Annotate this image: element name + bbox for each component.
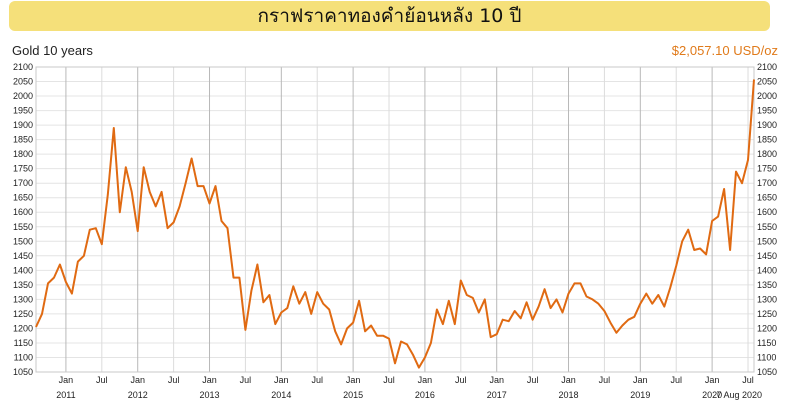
y-tick-label-right: 1850 (757, 135, 777, 145)
x-axis: Jan Jul Jan Jul Jan Jul Jan Jul Jan Jul Jan Jul Jan J… (56, 375, 762, 400)
x-year-label: 2013 (200, 390, 220, 400)
y-tick-label-right: 1050 (757, 367, 777, 377)
y-tick-label-right: 1350 (757, 280, 777, 290)
x-month-label: Jan (489, 375, 504, 385)
y-tick-label-left: 1850 (13, 135, 33, 145)
y-tick-label-right: 1400 (757, 265, 777, 275)
y-tick-label-right: 1750 (757, 164, 777, 174)
y-tick-label-left: 1750 (13, 164, 33, 174)
x-year-label: 2016 (415, 390, 435, 400)
y-tick-label-left: 2100 (13, 62, 33, 72)
x-month-label: Jul (383, 375, 395, 385)
x-month-label: Jul (742, 375, 754, 385)
title-banner: กราฟราคาทองคำย้อนหลัง 10 ปี (9, 1, 770, 31)
x-month-label: Jan (59, 375, 74, 385)
y-tick-label-left: 2000 (13, 91, 33, 101)
y-tick-label-left: 1900 (13, 120, 33, 130)
y-tick-label-right: 1450 (757, 251, 777, 261)
y-tick-label-right: 1300 (757, 294, 777, 304)
x-month-label: Jan (346, 375, 361, 385)
y-tick-label-left: 1800 (13, 149, 33, 159)
y-tick-label-right: 1950 (757, 106, 777, 116)
plot-frame (35, 66, 755, 373)
y-tick-label-left: 1650 (13, 193, 33, 203)
x-year-label: 2018 (559, 390, 579, 400)
y-tick-label-left: 1700 (13, 178, 33, 188)
x-month-label: Jul (311, 375, 323, 385)
y-tick-label-right: 1900 (757, 120, 777, 130)
y-tick-label-left: 1950 (13, 106, 33, 116)
y-tick-label-right: 2050 (757, 77, 777, 87)
y-tick-label-right: 2000 (757, 91, 777, 101)
x-month-label: Jan (202, 375, 217, 385)
banner-title: กราฟราคาทองคำย้อนหลัง 10 ปี (257, 5, 522, 27)
y-tick-label-right: 1150 (757, 338, 776, 348)
y-tick-label-left: 1200 (13, 323, 33, 333)
y-tick-label-left: 1400 (13, 265, 33, 275)
x-month-label: Jan (130, 375, 145, 385)
y-axis-right: 1050 1100 1150 1200 1250 1300 1350 1400 1450 1500… (757, 62, 777, 377)
x-year-label: 2020 (702, 390, 722, 400)
x-month-label: Jan (705, 375, 720, 385)
y-tick-label-right: 1550 (757, 222, 777, 232)
x-month-label: Jan (418, 375, 433, 385)
y-tick-label-right: 1650 (757, 193, 777, 203)
y-tick-label-left: 1600 (13, 207, 33, 217)
x-month-label: Jul (168, 375, 180, 385)
y-tick-label-right: 1500 (757, 236, 777, 246)
gold-price-line (35, 79, 755, 369)
x-month-label: Jan (633, 375, 648, 385)
x-year-label: 2019 (630, 390, 650, 400)
x-month-label: Jul (96, 375, 108, 385)
y-tick-label-right: 1800 (757, 149, 777, 159)
y-tick-label-left: 1550 (13, 222, 33, 232)
x-month-label: Jul (455, 375, 467, 385)
x-month-label: Jul (527, 375, 539, 385)
x-month-label: Jul (240, 375, 252, 385)
current-price: $2,057.10 USD/oz (671, 43, 778, 58)
y-tick-label-left: 1250 (13, 309, 33, 319)
x-month-label: Jan (274, 375, 289, 385)
y-tick-label-left: 1450 (13, 251, 33, 261)
y-tick-label-right: 1200 (757, 323, 777, 333)
x-year-label: 2015 (343, 390, 363, 400)
x-month-label: Jan (561, 375, 576, 385)
y-tick-label-left: 1350 (13, 280, 33, 290)
x-year-label: 2012 (128, 390, 148, 400)
x-year-label: 2017 (487, 390, 507, 400)
y-tick-label-right: 1250 (757, 309, 777, 319)
y-tick-label-left: 1500 (13, 236, 33, 246)
x-end-date-label: 7 Aug 2020 (716, 390, 762, 400)
y-tick-label-right: 1600 (757, 207, 777, 217)
y-tick-label-left: 1300 (13, 294, 33, 304)
y-tick-label-left: 2050 (13, 77, 33, 87)
x-year-label: 2011 (56, 390, 75, 400)
chart-grid (36, 66, 754, 373)
y-tick-label-left: 1150 (14, 338, 33, 348)
x-year-label: 2014 (271, 390, 291, 400)
chart-subtitle: Gold 10 years (12, 43, 93, 58)
x-month-label: Jul (599, 375, 611, 385)
y-tick-label-right: 1700 (757, 178, 777, 188)
y-tick-label-left: 1100 (14, 352, 33, 362)
y-tick-label-right: 2100 (757, 62, 777, 72)
y-tick-label-right: 1100 (757, 352, 776, 362)
y-tick-label-left: 1050 (13, 367, 33, 377)
x-month-label: Jul (670, 375, 682, 385)
y-axis-left: 1050 1100 1150 1200 1250 1300 1350 1400 1450 1500… (13, 62, 33, 377)
